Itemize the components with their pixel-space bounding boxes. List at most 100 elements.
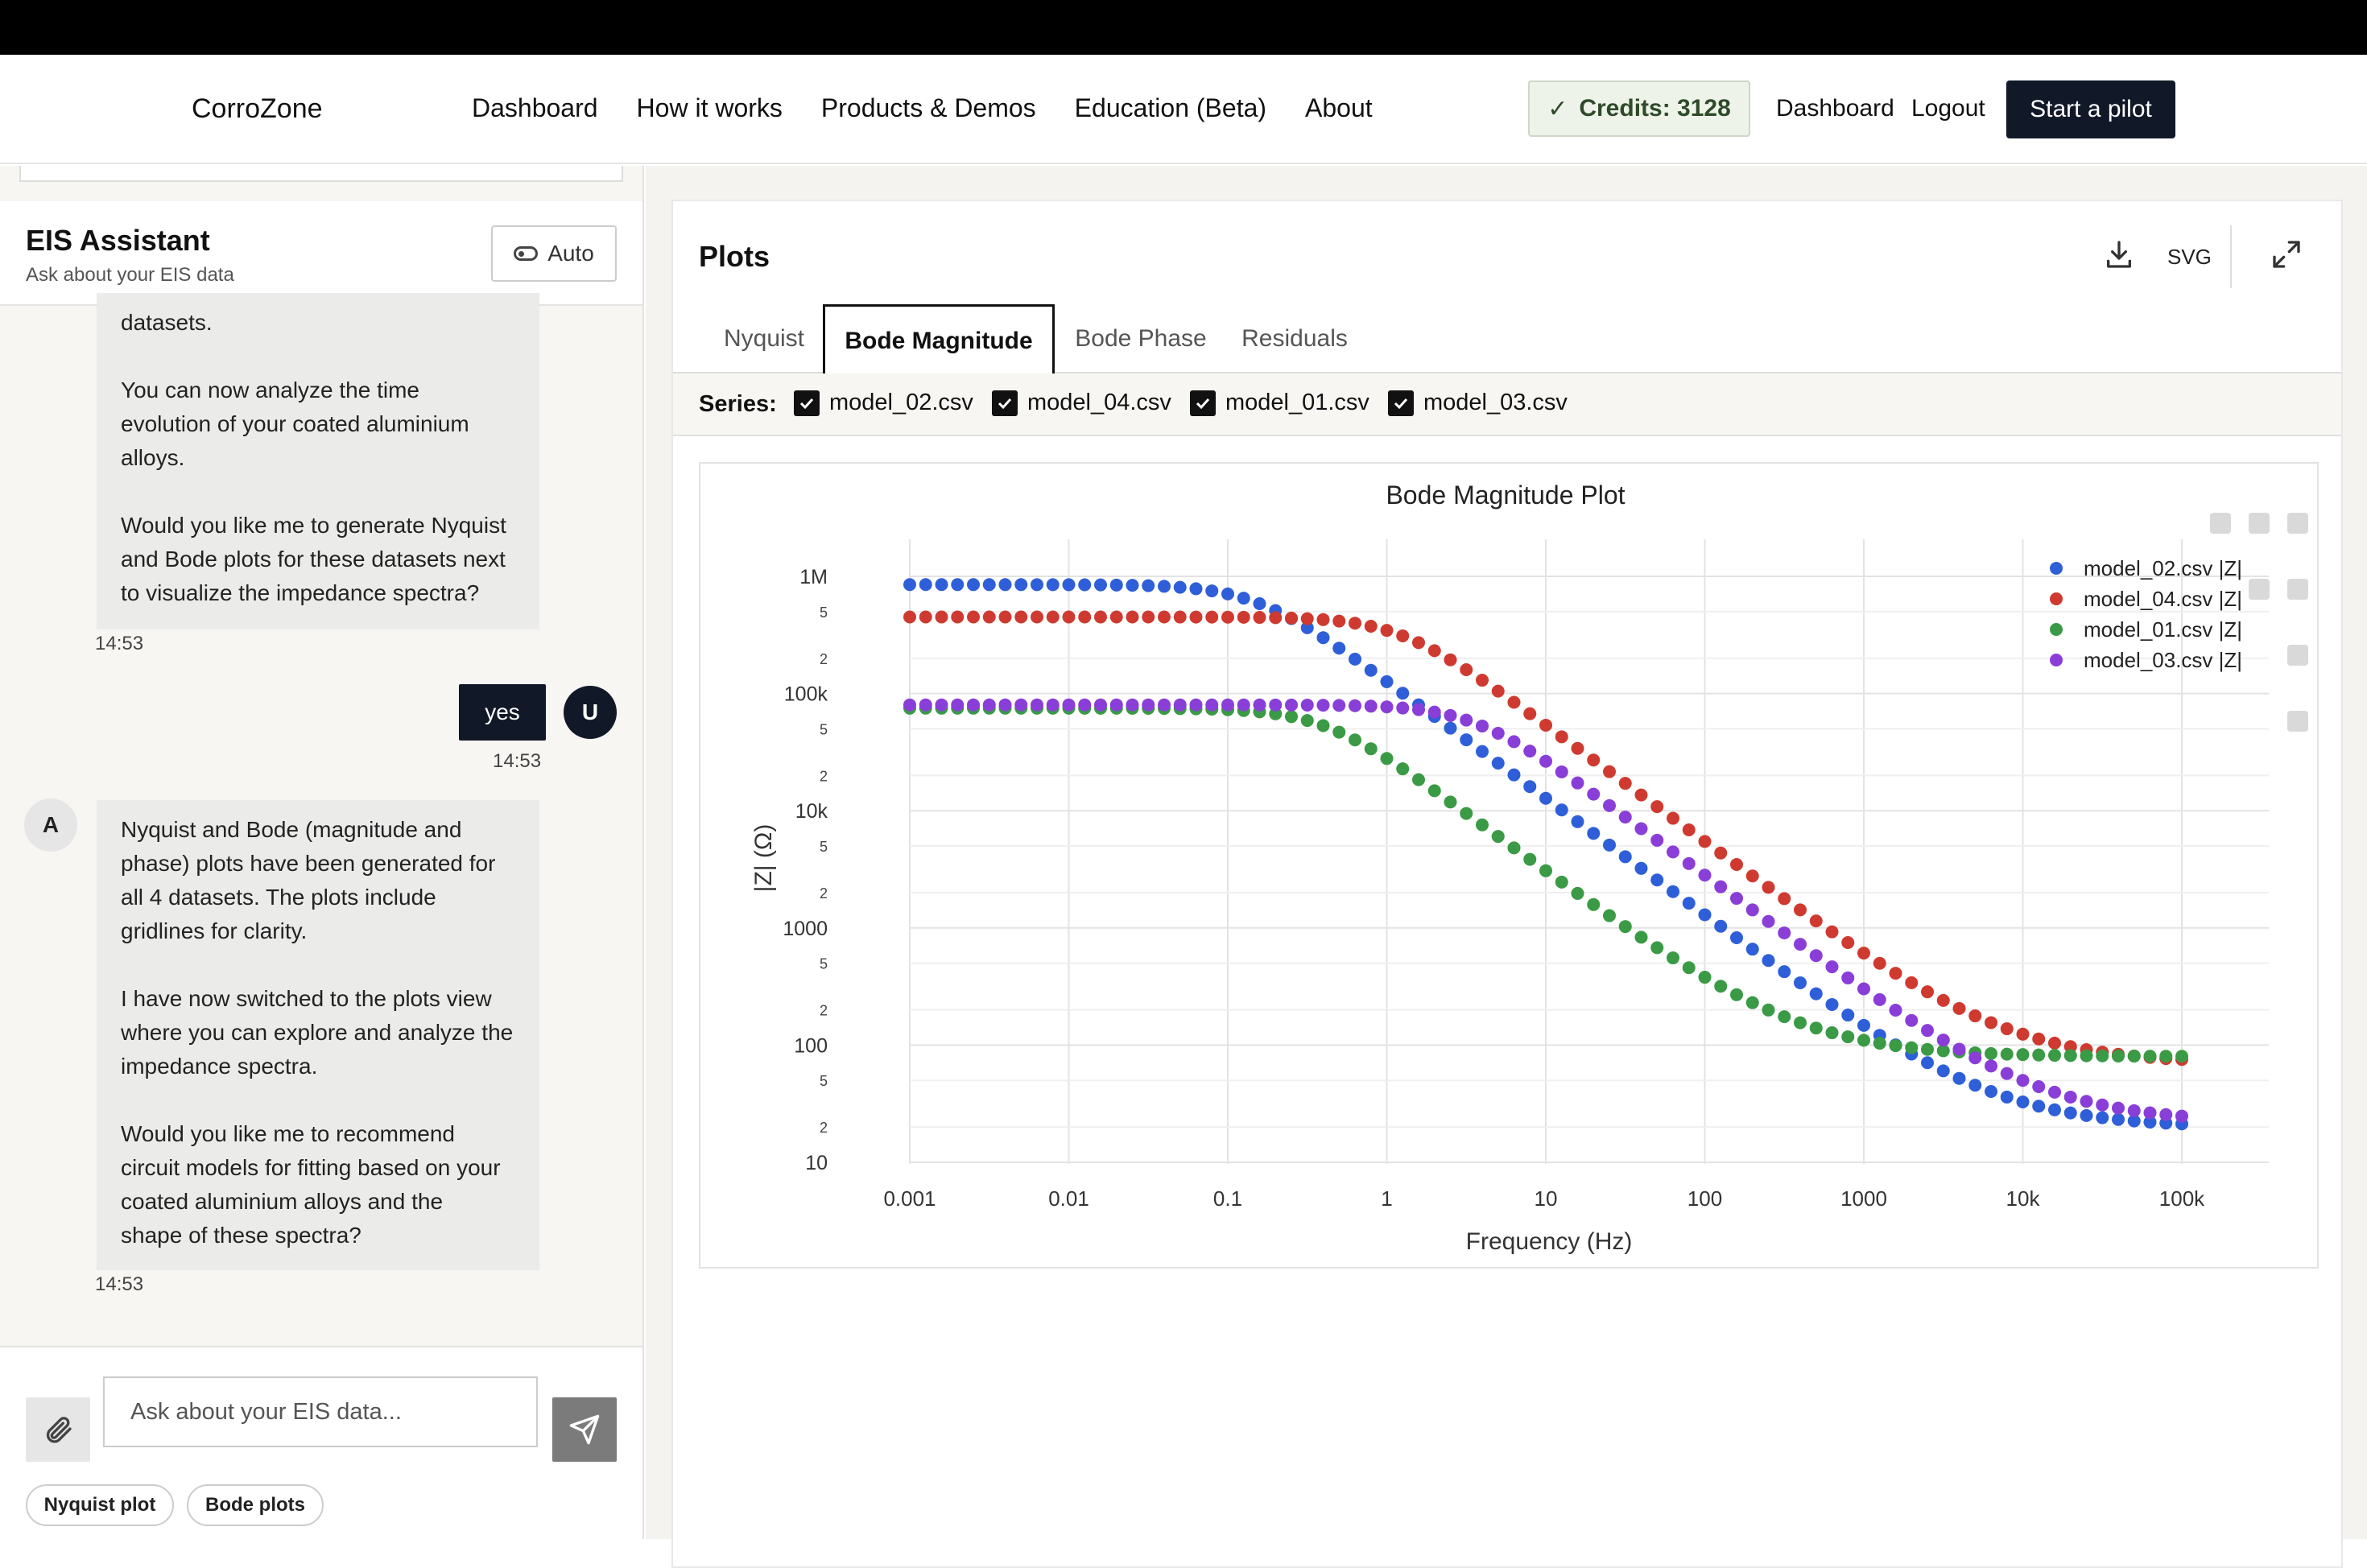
data-point	[1762, 881, 1775, 894]
checkbox-checked-icon[interactable]	[992, 390, 1018, 416]
camera-icon[interactable]	[2210, 513, 2231, 534]
y-tick-label: 100k	[784, 683, 828, 706]
pan-icon[interactable]	[2249, 579, 2270, 600]
download-icon[interactable]	[2103, 238, 2135, 270]
data-point	[1396, 701, 1410, 715]
upper-field[interactable]	[19, 166, 623, 182]
data-point	[1841, 936, 1855, 950]
nav-link-how-it-works[interactable]: How it works	[636, 93, 783, 122]
checkbox-checked-icon[interactable]	[1190, 390, 1216, 416]
nav-link-about[interactable]: About	[1305, 93, 1373, 122]
series-name: model_04.csv	[1027, 390, 1171, 415]
data-point	[1762, 914, 1775, 928]
data-point	[1507, 695, 1521, 709]
chat-input[interactable]: Ask about your EIS data...	[103, 1376, 538, 1447]
y-minor-tick-label: 5	[820, 721, 828, 737]
data-point	[1682, 897, 1696, 910]
data-point	[1460, 713, 1473, 727]
data-point	[1523, 852, 1537, 866]
message-line: circuit models for fitting based on your	[121, 1155, 501, 1180]
data-point	[2063, 1049, 2077, 1063]
data-point	[1555, 803, 1568, 817]
series-toggle-model-04[interactable]: model_04.csv	[992, 390, 1171, 416]
zoom-icon[interactable]	[2249, 513, 2270, 534]
data-point	[1794, 938, 1807, 951]
data-point	[1396, 629, 1410, 642]
tab-bode-magnitude[interactable]: Bode Magnitude	[823, 304, 1055, 375]
start-pilot-button[interactable]: Start a pilot	[2006, 80, 2175, 138]
data-point	[1889, 1039, 1902, 1053]
data-point	[1825, 997, 1839, 1011]
chip-nyquist-plot[interactable]: Nyquist plot	[26, 1484, 174, 1526]
data-point	[1905, 1041, 1919, 1054]
series-toggle-model-03[interactable]: model_03.csv	[1388, 390, 1568, 416]
data-point	[1507, 768, 1521, 782]
data-point	[2143, 1116, 2157, 1129]
assistant-message: Nyquist and Bode (magnitude and phase) pl…	[97, 800, 539, 1270]
data-point	[2112, 1112, 2125, 1126]
data-point	[2175, 1109, 2188, 1123]
data-point	[1332, 614, 1346, 628]
x-tick-label: 100	[1687, 1186, 1722, 1211]
data-point	[935, 698, 948, 712]
data-point	[1634, 930, 1648, 944]
credits-badge[interactable]: ✓ Credits: 3128	[1528, 80, 1750, 137]
data-point	[1523, 780, 1537, 794]
nav-links: Dashboard How it works Products & Demos …	[472, 93, 1411, 123]
auto-toggle-button[interactable]: Auto	[491, 225, 617, 282]
nav-link-products-demos[interactable]: Products & Demos	[820, 93, 1036, 122]
attach-button[interactable]	[26, 1397, 90, 1462]
zoom-in-icon[interactable]	[2287, 513, 2308, 534]
nav-dashboard-button[interactable]: Dashboard	[1776, 95, 1894, 122]
data-point	[1778, 926, 1791, 939]
data-point	[1587, 787, 1601, 801]
autoscale-icon[interactable]	[2287, 645, 2308, 666]
data-point	[1316, 719, 1330, 732]
svg-export-button[interactable]: SVG	[2167, 245, 2212, 269]
plots-title: Plots	[699, 240, 770, 273]
data-point	[2016, 1027, 2030, 1041]
data-point	[1491, 684, 1505, 698]
data-point	[1078, 698, 1092, 712]
message-line: Nyquist and Bode (magnitude and	[121, 817, 462, 842]
data-point	[1667, 845, 1679, 859]
y-minor-tick-label: 2	[820, 651, 828, 667]
data-point	[2048, 1036, 2061, 1050]
home-icon[interactable]	[2287, 711, 2308, 732]
data-point	[1476, 745, 1489, 758]
paperclip-icon	[46, 1417, 72, 1443]
series-toggle-model-01[interactable]: model_01.csv	[1190, 390, 1369, 416]
data-point	[1380, 624, 1394, 638]
data-point	[1285, 698, 1298, 712]
expand-icon[interactable]	[2270, 238, 2303, 270]
bode-magnitude-chart[interactable]: Bode Magnitude Plot 0.001 0.01 0.1 1 10 100 100…	[700, 464, 2317, 1267]
brand-logo[interactable]: CorroZone	[192, 93, 323, 124]
tab-nyquist[interactable]: Nyquist	[723, 325, 805, 352]
nav-link-dashboard[interactable]: Dashboard	[472, 93, 598, 122]
y-tick-label: 10	[805, 1152, 828, 1174]
checkbox-checked-icon[interactable]	[794, 390, 820, 416]
logout-button[interactable]: Logout	[1911, 95, 1985, 122]
nav-link-education[interactable]: Education (Beta)	[1074, 93, 1267, 122]
data-point	[1968, 1009, 1982, 1023]
message-line: alloys.	[121, 445, 185, 470]
send-button[interactable]	[552, 1397, 617, 1462]
y-minor-tick-label: 2	[820, 1120, 828, 1136]
x-axis-label: Frequency (Hz)	[1466, 1228, 1633, 1255]
data-point	[1571, 776, 1584, 790]
data-point	[1285, 710, 1298, 724]
message-line: to visualize the impedance spectra?	[121, 580, 480, 605]
checkbox-checked-icon[interactable]	[1388, 390, 1414, 416]
series-toggle-model-02[interactable]: model_02.csv	[794, 390, 973, 416]
tab-bode-phase[interactable]: Bode Phase	[1075, 325, 1207, 352]
data-point	[1253, 698, 1266, 712]
zoom-out-icon[interactable]	[2287, 579, 2308, 600]
message-line: gridlines for clarity.	[121, 918, 308, 943]
data-point	[2000, 1047, 2014, 1061]
tab-residuals[interactable]: Residuals	[1241, 325, 1348, 352]
data-point	[2048, 1085, 2061, 1099]
data-point	[1427, 705, 1441, 719]
data-point	[935, 578, 948, 592]
chip-bode-plots[interactable]: Bode plots	[187, 1484, 324, 1526]
data-point	[1332, 642, 1346, 655]
